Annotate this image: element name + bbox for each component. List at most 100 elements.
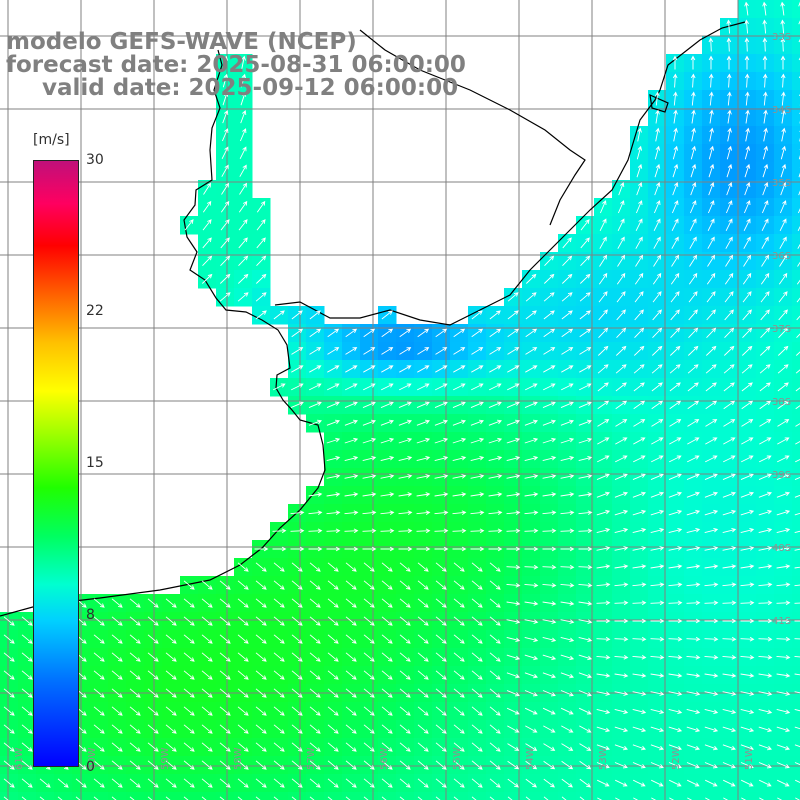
wind-arrow (202, 237, 212, 249)
wind-arrow (776, 691, 791, 696)
wind-arrow (580, 237, 590, 249)
wind-arrow (237, 688, 249, 698)
wind-arrow (614, 509, 629, 516)
wind-arrow (704, 762, 718, 769)
wind-arrow (740, 655, 755, 660)
wind-arrow (798, 20, 800, 25)
wind-arrow (668, 546, 683, 551)
wind-cell (792, 18, 800, 37)
wind-arrow (633, 797, 639, 800)
lon-label: 52W (671, 747, 682, 770)
wind-arrow (524, 654, 539, 661)
wind-arrow (654, 163, 661, 178)
wind-arrow (708, 163, 715, 178)
wind-arrow (524, 419, 538, 426)
wind-arrow (309, 616, 321, 626)
wind-arrow (632, 673, 647, 678)
wind-arrow (129, 670, 141, 680)
wind-arrow (758, 618, 773, 624)
wind-arrow (524, 383, 538, 391)
wind-arrow (489, 310, 501, 320)
wind-arrow (707, 200, 715, 214)
wind-arrow (596, 564, 611, 569)
wind-cell (594, 792, 613, 800)
wind-arrow (795, 441, 800, 445)
wind-arrow (291, 328, 304, 338)
wind-arrow (758, 491, 772, 498)
wind-arrow (579, 347, 592, 355)
wind-arrow (345, 760, 357, 770)
wind-arrow (687, 382, 699, 392)
wind-cell (198, 792, 217, 800)
wind-arrow (705, 400, 718, 410)
wind-arrow (470, 528, 485, 534)
wind-arrow (560, 672, 574, 679)
wind-arrow (111, 742, 123, 752)
wind-arrow (326, 437, 341, 444)
wind-arrow (615, 437, 628, 445)
wind-arrow (399, 562, 411, 572)
wind-arrow (794, 476, 800, 481)
wind-arrow (652, 291, 662, 303)
wind-arrow (599, 254, 608, 267)
wind-arrow (363, 347, 376, 355)
wind-arrow (651, 345, 663, 356)
wind-arrow (471, 598, 483, 608)
wind-arrow (686, 600, 701, 606)
wind-arrow (797, 208, 800, 214)
wind-arrow (524, 690, 538, 697)
wind-arrow (740, 708, 755, 715)
wind-arrow (309, 670, 321, 680)
wind-cell (792, 270, 800, 289)
wind-arrow (219, 616, 231, 626)
wind-arrow (202, 255, 213, 267)
wind-arrow (380, 383, 394, 391)
wind-arrow (452, 528, 467, 534)
wind-arrow (417, 670, 429, 680)
wind-arrow (741, 437, 754, 445)
wind-arrow (291, 706, 303, 716)
wind-arrow (416, 437, 431, 444)
wind-arrow (687, 779, 700, 787)
wind-arrow (398, 546, 413, 552)
wind-arrow (761, 218, 769, 232)
wind-arrow (669, 345, 681, 356)
wind-arrow (309, 706, 321, 716)
wind-arrow (726, 37, 732, 52)
wind-arrow (255, 580, 267, 590)
wind-arrow (686, 673, 701, 678)
wind-arrow (776, 491, 790, 498)
wind-arrow (238, 219, 248, 231)
wind-arrow (794, 673, 800, 676)
wind-arrow (291, 365, 304, 373)
wind-arrow (579, 778, 591, 788)
wind-arrow (723, 797, 729, 800)
wind-arrow (345, 742, 357, 752)
wind-arrow (668, 618, 683, 624)
wind-arrow (741, 400, 754, 410)
wind-arrow (709, 109, 714, 124)
wind-arrow (453, 328, 466, 338)
wind-arrow (506, 672, 520, 679)
wind-arrow (255, 742, 267, 752)
wind-arrow (147, 634, 159, 644)
wind-arrow (363, 796, 369, 800)
wind-arrow (489, 760, 501, 770)
wind-arrow (129, 742, 141, 752)
wind-arrow (704, 673, 719, 678)
wind-arrow (672, 182, 679, 196)
wind-cell (792, 522, 800, 541)
wind-arrow (672, 55, 678, 70)
lat-label: 38S (772, 397, 791, 408)
wind-arrow (616, 272, 626, 285)
wind-arrow (363, 760, 375, 770)
wind-arrow (219, 670, 231, 680)
wind-cell (792, 306, 800, 325)
wind-arrow (273, 724, 285, 734)
wind-cell (792, 378, 800, 397)
wind-arrow (488, 510, 503, 515)
wind-arrow (381, 652, 393, 662)
lon-label: 61W (14, 747, 25, 770)
wind-arrow (758, 509, 773, 516)
wind-arrow (434, 510, 449, 515)
